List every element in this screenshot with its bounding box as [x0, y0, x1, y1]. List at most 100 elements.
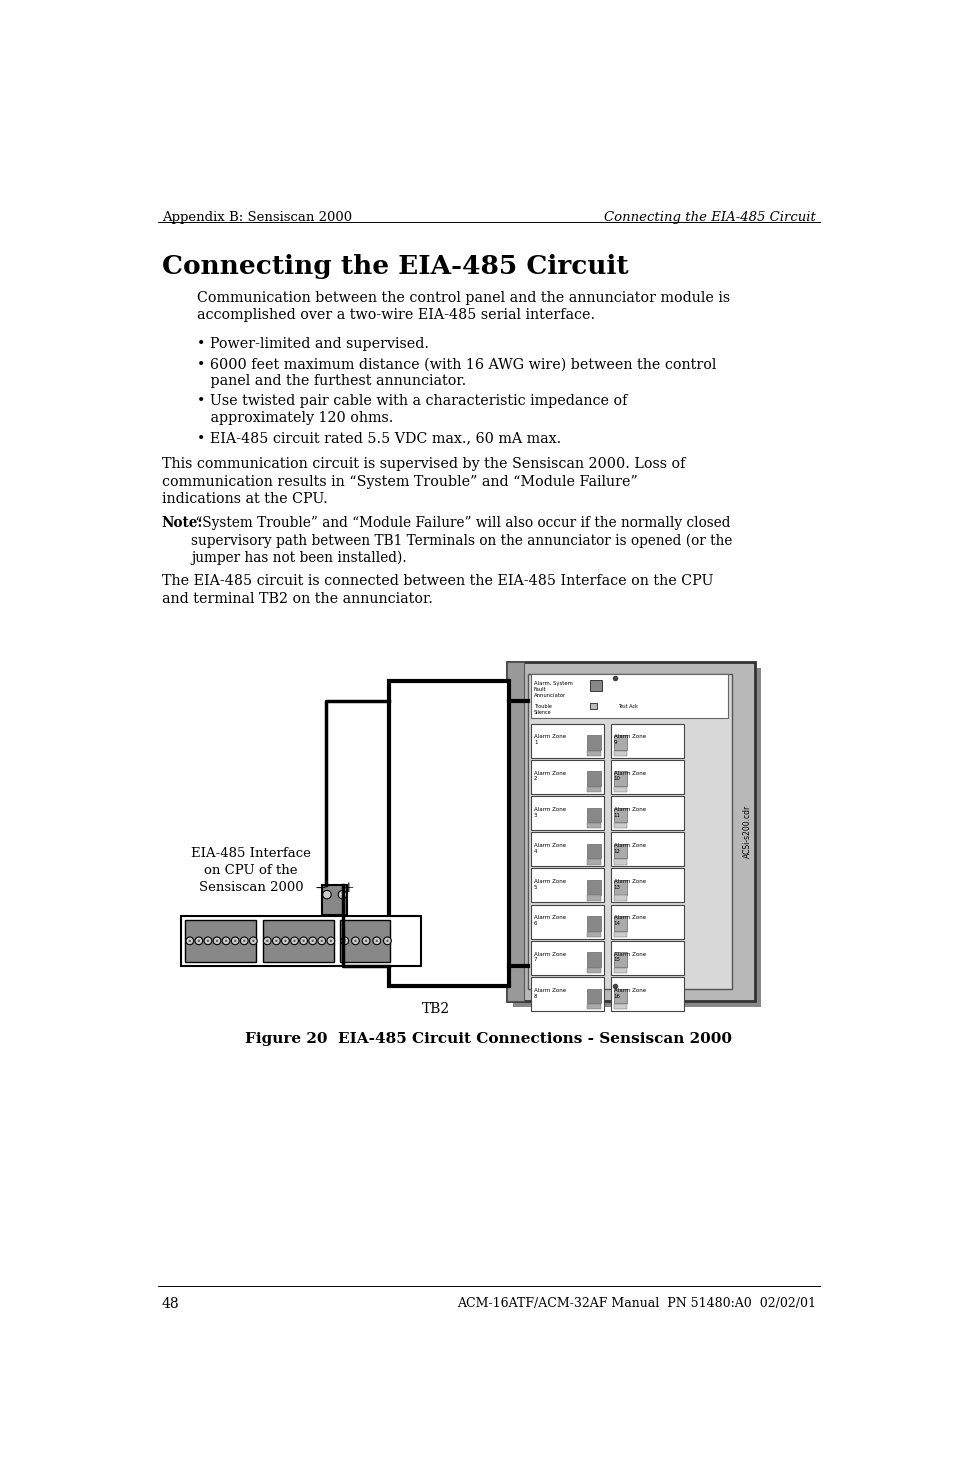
Bar [587, 844, 599, 858]
Text: This communication circuit is supervised by the Sensiscan 2000. Loss of
communic: This communication circuit is supervised… [162, 457, 684, 506]
Circle shape [343, 940, 346, 943]
Bar [610, 869, 683, 903]
Circle shape [263, 937, 271, 944]
Bar [181, 916, 421, 966]
Bar [587, 771, 599, 786]
Bar [613, 953, 626, 968]
Circle shape [383, 937, 391, 944]
Text: Alarm Zone
3: Alarm Zone 3 [534, 807, 565, 817]
Bar [587, 751, 599, 757]
Bar [587, 988, 599, 1003]
Bar [527, 674, 731, 990]
Circle shape [225, 940, 227, 943]
Bar [530, 904, 604, 938]
Circle shape [284, 940, 286, 943]
Circle shape [352, 937, 359, 944]
Bar [613, 786, 626, 792]
Text: ACSi-s200.cdr: ACSi-s200.cdr [741, 805, 751, 858]
Circle shape [189, 940, 191, 943]
Bar [587, 808, 599, 822]
Bar [610, 796, 683, 830]
Bar [589, 704, 597, 709]
Text: Alarm Zone
2: Alarm Zone 2 [534, 770, 565, 782]
Text: The EIA-485 circuit is connected between the EIA-485 Interface on the CPU
and te: The EIA-485 circuit is connected between… [162, 574, 713, 606]
Circle shape [327, 937, 335, 944]
Bar [587, 1004, 599, 1009]
Circle shape [365, 940, 367, 943]
Bar [613, 751, 626, 757]
Bar [613, 823, 626, 829]
Bar [589, 680, 601, 690]
Bar [530, 869, 604, 903]
Bar [530, 674, 728, 718]
Circle shape [204, 937, 212, 944]
Circle shape [386, 940, 388, 943]
Circle shape [222, 937, 230, 944]
Circle shape [197, 940, 200, 943]
Bar [613, 735, 626, 749]
Text: Alarm Zone
11: Alarm Zone 11 [613, 807, 645, 817]
Bar [262, 920, 334, 962]
Text: Alarm Zone
5: Alarm Zone 5 [534, 879, 565, 889]
Text: • EIA-485 circuit rated 5.5 VDC max., 60 mA max.: • EIA-485 circuit rated 5.5 VDC max., 60… [196, 431, 560, 445]
Circle shape [354, 940, 356, 943]
Bar [613, 895, 626, 901]
Text: Alarm Zone
14: Alarm Zone 14 [613, 916, 645, 926]
Bar [610, 976, 683, 1010]
Circle shape [302, 940, 304, 943]
Text: Alarm Zone
1: Alarm Zone 1 [534, 735, 565, 745]
Bar [530, 760, 604, 794]
Text: Alarm Zone
12: Alarm Zone 12 [613, 844, 645, 854]
Text: 48: 48 [162, 1298, 179, 1311]
Text: EIA-485 Interface
on CPU of the
Sensiscan 2000: EIA-485 Interface on CPU of the Sensisca… [191, 847, 311, 894]
Bar [506, 662, 754, 1002]
Circle shape [317, 937, 325, 944]
Bar [587, 860, 599, 864]
Bar [613, 932, 626, 937]
Circle shape [213, 937, 221, 944]
Bar [530, 941, 604, 975]
Bar [613, 988, 626, 1003]
Circle shape [299, 937, 307, 944]
Circle shape [320, 940, 322, 943]
Text: • Power-limited and supervised.: • Power-limited and supervised. [196, 338, 428, 351]
Bar [613, 771, 626, 786]
Circle shape [362, 937, 370, 944]
Text: Alarm Zone
15: Alarm Zone 15 [613, 951, 645, 962]
Text: Alarm Zone
16: Alarm Zone 16 [613, 988, 645, 999]
Text: Communication between the control panel and the annunciator module is
accomplish: Communication between the control panel … [196, 291, 729, 322]
Text: Alarm Zone
4: Alarm Zone 4 [534, 844, 565, 854]
Circle shape [337, 891, 346, 898]
Text: TB2: TB2 [421, 1003, 449, 1016]
Text: Test Ack: Test Ack [618, 705, 638, 709]
Text: Trouble
Silence: Trouble Silence [534, 705, 551, 715]
Text: −: − [314, 881, 326, 895]
Circle shape [330, 940, 332, 943]
Bar [587, 881, 599, 895]
Bar [613, 808, 626, 822]
Circle shape [252, 940, 254, 943]
Circle shape [215, 940, 218, 943]
Circle shape [233, 940, 236, 943]
Bar [587, 823, 599, 829]
Text: ACM-16ATF/ACM-32AF Manual  PN 51480:A0  02/02/01: ACM-16ATF/ACM-32AF Manual PN 51480:A0 02… [456, 1298, 815, 1310]
Circle shape [291, 937, 298, 944]
Text: Figure 20  EIA-485 Circuit Connections - Sensiscan 2000: Figure 20 EIA-485 Circuit Connections - … [245, 1031, 732, 1046]
Text: Alarm Zone
9: Alarm Zone 9 [613, 735, 645, 745]
Bar [340, 920, 390, 962]
Bar [610, 724, 683, 758]
Circle shape [249, 937, 257, 944]
Circle shape [340, 937, 348, 944]
Bar [613, 968, 626, 974]
Bar [530, 976, 604, 1010]
Bar [613, 860, 626, 864]
Circle shape [243, 940, 245, 943]
Bar [587, 968, 599, 974]
Circle shape [273, 937, 280, 944]
Circle shape [194, 937, 203, 944]
Bar [613, 844, 626, 858]
Bar [610, 904, 683, 938]
Text: Alarm Zone
6: Alarm Zone 6 [534, 916, 565, 926]
Bar [530, 724, 604, 758]
Bar [185, 920, 256, 962]
